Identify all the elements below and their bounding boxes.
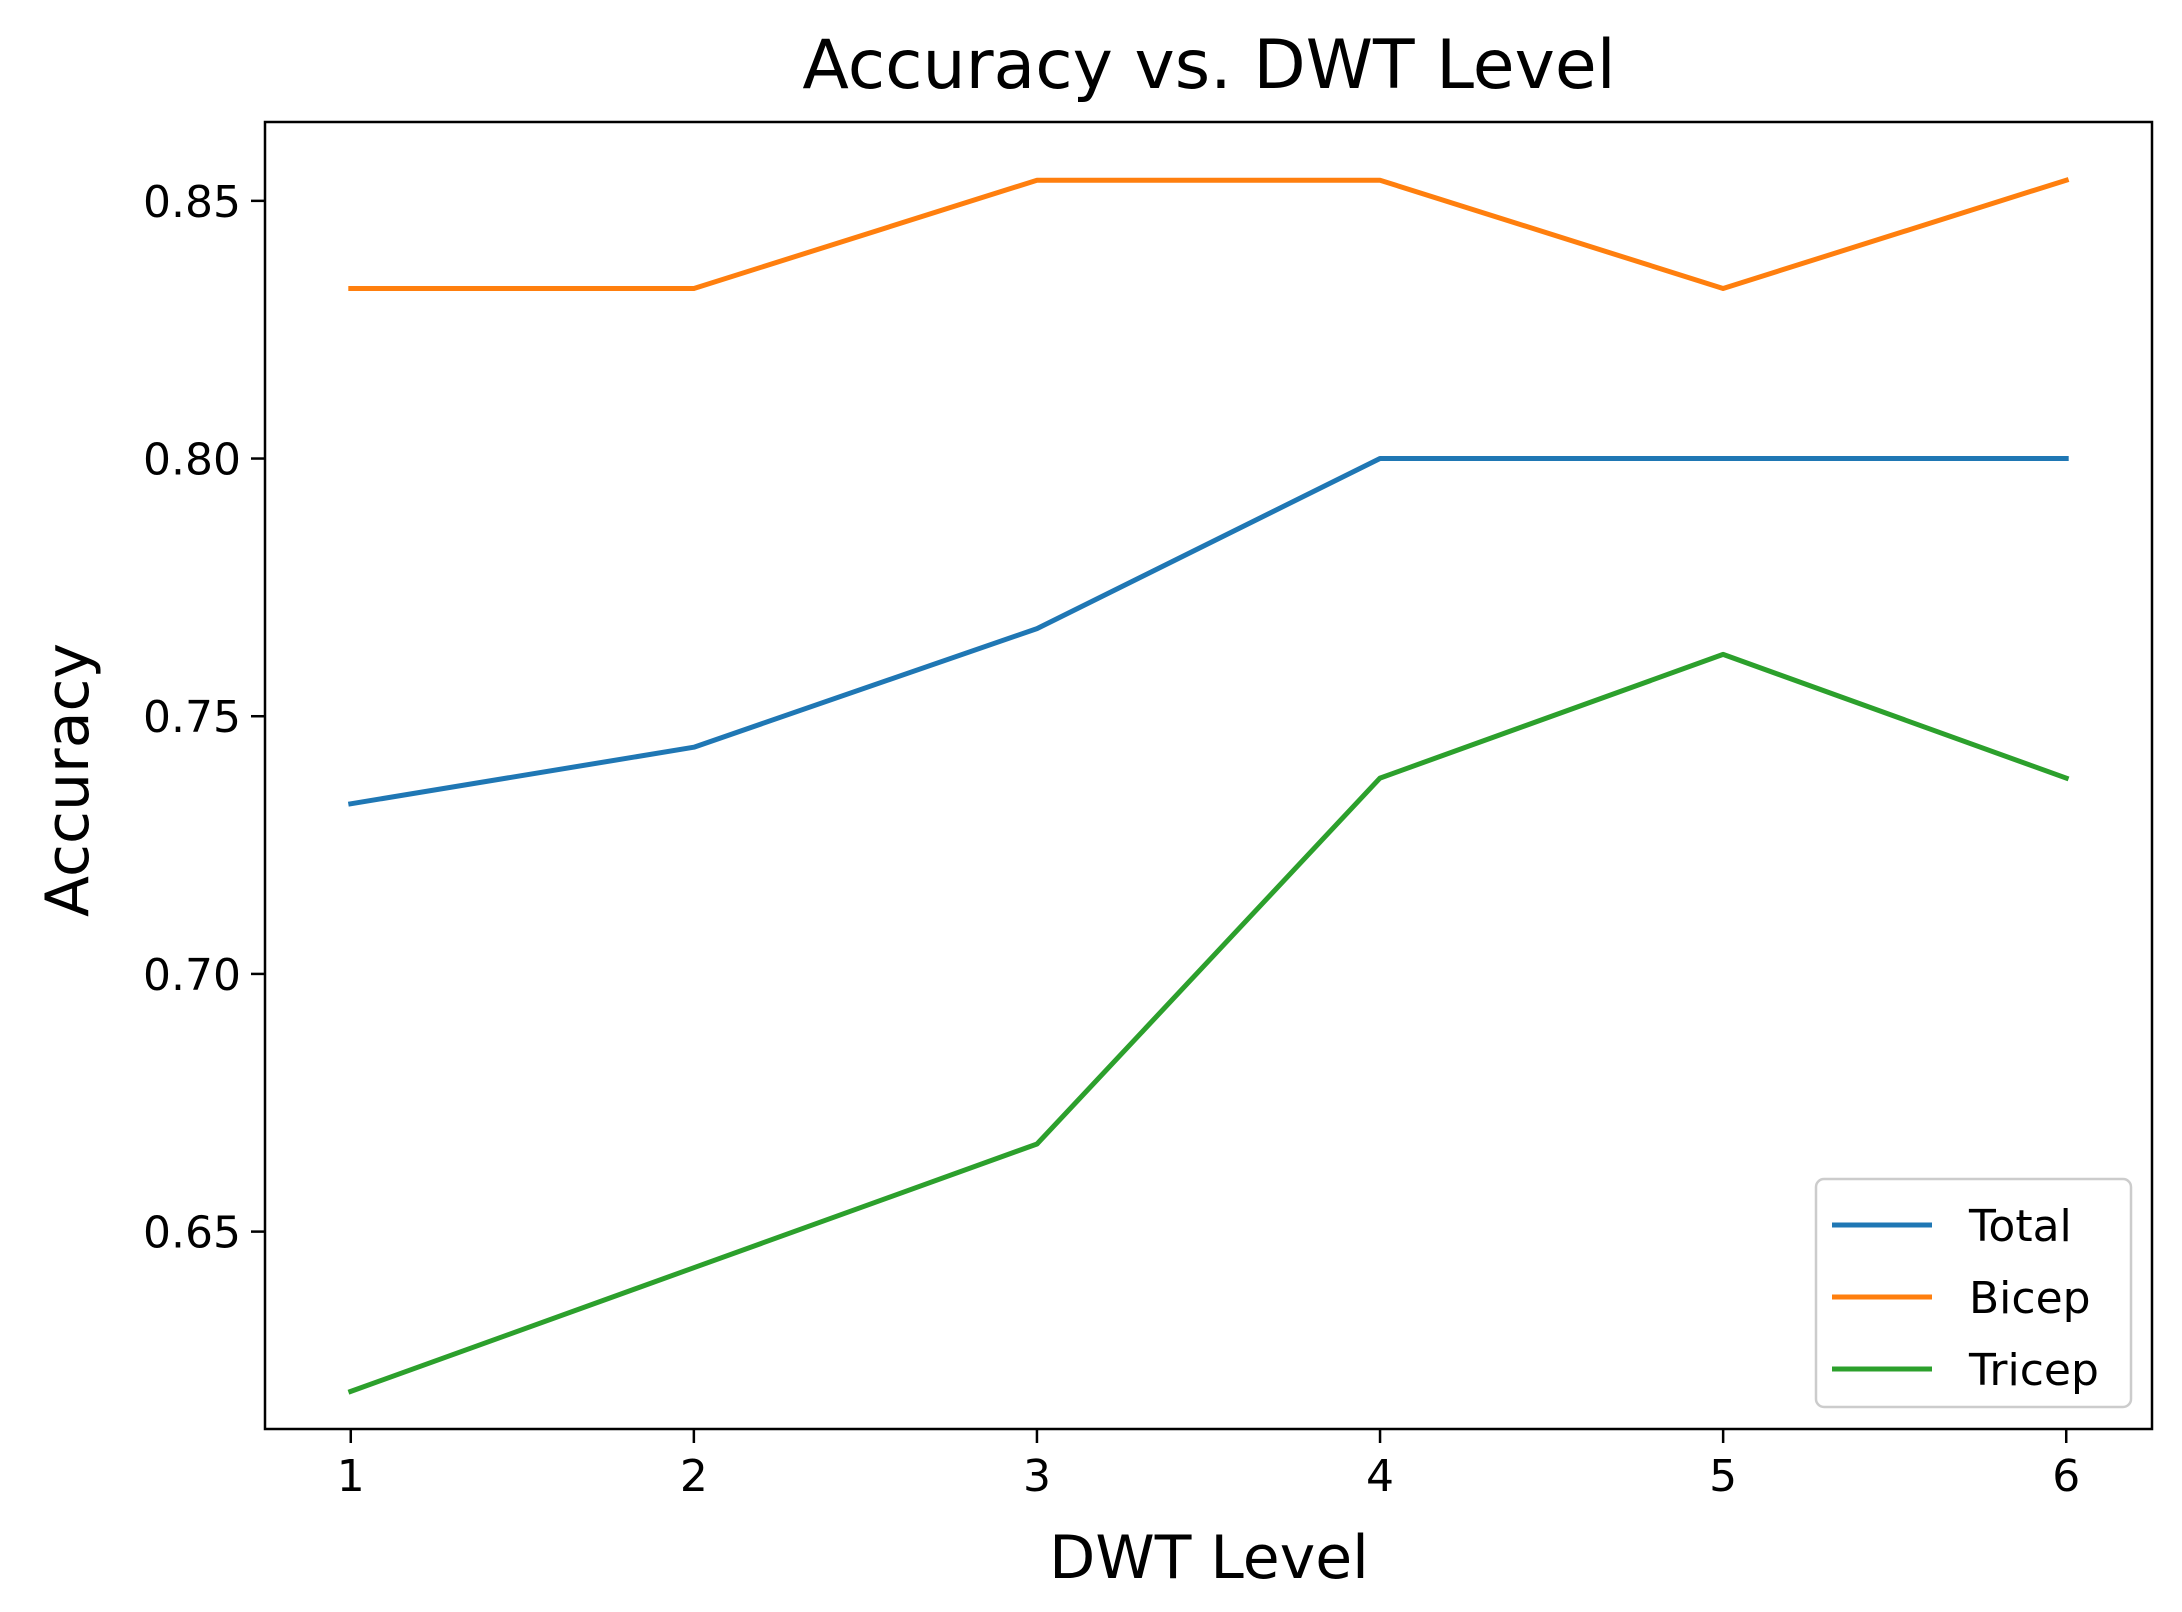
x-axis-label: DWT Level	[1049, 1523, 1369, 1593]
x-tick-label: 5	[1709, 1451, 1737, 1502]
series-line-bicep	[348, 177, 2070, 291]
y-tick-label: 0.80	[143, 435, 241, 486]
y-axis-label: Accuracy	[33, 643, 103, 917]
axis-ticks: 1 2 3 4 5 6 0.65 0.70 0.75 0.80 0.85	[143, 177, 2080, 1502]
series-line-total	[347, 456, 2069, 807]
legend-label-tricep: Tricep	[1968, 1345, 2099, 1396]
x-tick-label: 6	[2052, 1451, 2080, 1502]
legend-label-bicep: Bicep	[1969, 1273, 2091, 1324]
legend-box	[1814, 1177, 2133, 1409]
y-tick-label: 0.75	[143, 692, 241, 743]
x-tick-label: 4	[1366, 1451, 1394, 1502]
series-line-tricep	[347, 651, 2070, 1395]
x-tick-label: 1	[337, 1451, 365, 1502]
plot-area-frame	[263, 120, 2154, 1431]
x-tick-label: 3	[1023, 1451, 1051, 1502]
legend-label-total: Total	[1968, 1201, 2072, 1252]
y-tick-label: 0.85	[143, 177, 241, 228]
series-lines	[347, 177, 2070, 1395]
x-tick-label: 2	[680, 1451, 708, 1502]
legend: Total Bicep Tricep	[1814, 1177, 2133, 1409]
y-tick-label: 0.65	[143, 1208, 241, 1259]
y-tick-label: 0.70	[143, 950, 241, 1001]
chart-title: Accuracy vs. DWT Level	[802, 26, 1615, 105]
